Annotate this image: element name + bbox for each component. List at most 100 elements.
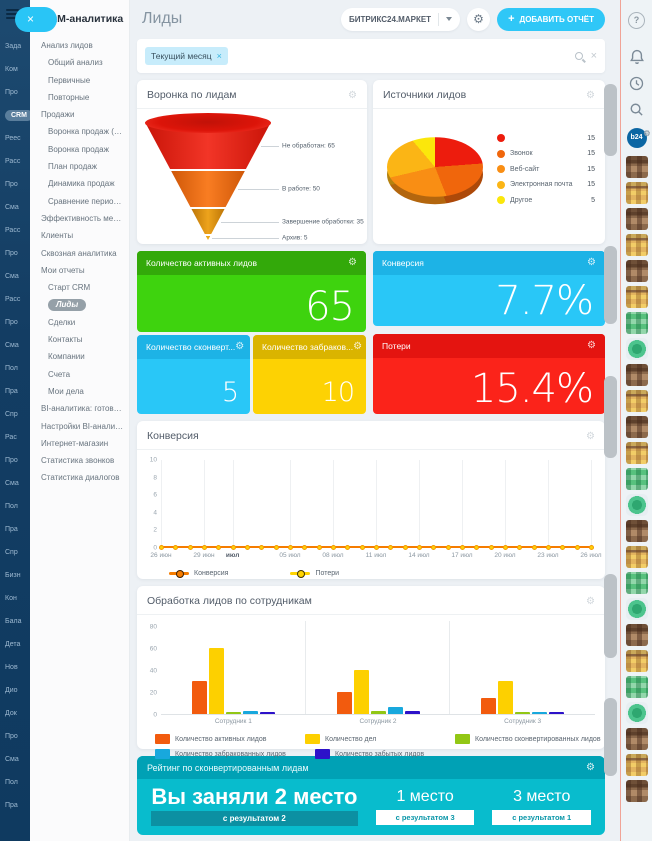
mini-rail-item[interactable]: Пол xyxy=(0,357,30,380)
user-avatar[interactable] xyxy=(625,234,648,256)
bar-Количество забракованных лидов[interactable] xyxy=(532,712,548,714)
user-avatar[interactable] xyxy=(625,520,648,542)
user-avatar[interactable] xyxy=(625,676,648,698)
search-icon[interactable] xyxy=(574,52,583,60)
mini-rail-item[interactable]: Бизн xyxy=(0,564,30,587)
line-legend-item[interactable]: Потери xyxy=(290,570,339,578)
user-avatar[interactable] xyxy=(625,208,648,230)
employees-chart-gear-icon[interactable]: ⚙ xyxy=(586,595,595,607)
sidebar-item-мои-отчеты[interactable]: Мои отчеты xyxy=(30,262,129,279)
user-avatar[interactable] xyxy=(625,260,648,282)
mini-rail-item[interactable]: Пра xyxy=(0,380,30,403)
mini-rail-item[interactable]: Про xyxy=(0,81,30,104)
bar-legend-item[interactable]: Количество забытых лидов xyxy=(315,749,475,759)
card-gear-icon[interactable]: ⚙ xyxy=(348,257,357,268)
bar-Количество дел[interactable] xyxy=(498,681,514,714)
line-legend-item[interactable]: Конверсия xyxy=(169,570,228,578)
mini-rail-item[interactable]: Бала xyxy=(0,610,30,633)
sidebar-item-интернет-магазин[interactable]: Интернет-магазин xyxy=(30,435,129,452)
clear-filter-icon[interactable]: × xyxy=(590,50,597,62)
sidebar-item-сквозная-аналитика[interactable]: Сквозная аналитика xyxy=(30,245,129,262)
user-avatar[interactable] xyxy=(625,494,648,516)
bar-Количество сконвертированных лидов[interactable] xyxy=(515,711,531,714)
sidebar-item-сравнение-периодов[interactable]: Сравнение периодов xyxy=(30,193,129,210)
sidebar-item-анализ-лидов[interactable]: Анализ лидов xyxy=(30,37,129,54)
bar-Количество активных лидов[interactable] xyxy=(336,692,352,714)
scrollbar-thumb[interactable] xyxy=(604,376,617,458)
mini-rail-item[interactable]: CRM xyxy=(0,104,30,127)
mini-rail-item[interactable]: Дета xyxy=(0,633,30,656)
sidebar-item-компании[interactable]: Компании xyxy=(30,348,129,365)
user-avatar[interactable] xyxy=(625,156,648,178)
user-avatar[interactable] xyxy=(625,312,648,334)
pie-settings-gear-icon[interactable]: ⚙ xyxy=(586,89,595,101)
user-avatar[interactable] xyxy=(625,572,648,594)
sidebar-item-динамика-продаж[interactable]: Динамика продаж xyxy=(30,175,129,192)
rating-gear-icon[interactable]: ⚙ xyxy=(586,762,595,773)
card-gear-icon[interactable]: ⚙ xyxy=(587,340,596,351)
user-avatar[interactable] xyxy=(625,754,648,776)
user-avatar[interactable] xyxy=(625,416,648,438)
mini-rail-item[interactable]: Реес xyxy=(0,127,30,150)
mini-rail-item[interactable]: Зада xyxy=(0,35,30,58)
remove-tag-icon[interactable]: × xyxy=(216,51,222,61)
menu-hamburger-icon[interactable] xyxy=(6,9,19,19)
mini-rail-item[interactable]: Сма xyxy=(0,748,30,771)
mini-rail-item[interactable]: Расс xyxy=(0,288,30,311)
scrollbar-thumb[interactable] xyxy=(604,574,617,658)
bar-Количество забытых лидов[interactable] xyxy=(259,711,275,714)
card-gear-icon[interactable]: ⚙ xyxy=(235,341,245,352)
mini-rail-item[interactable]: Спр xyxy=(0,541,30,564)
sidebar-item-контакты[interactable]: Контакты xyxy=(30,331,129,348)
sidebar-item-статистика-диалогов[interactable]: Статистика диалогов xyxy=(30,469,129,486)
user-avatar[interactable] xyxy=(625,182,648,204)
mini-rail-item[interactable]: Пол xyxy=(0,771,30,794)
settings-gear-button[interactable]: ⚙ xyxy=(467,7,491,31)
bar-legend-item[interactable]: Количество забракованных лидов xyxy=(155,749,315,759)
time-clock-icon[interactable] xyxy=(629,76,644,91)
bar-Количество активных лидов[interactable] xyxy=(191,681,207,714)
scrollbar[interactable] xyxy=(604,0,617,841)
user-avatar[interactable] xyxy=(625,286,648,308)
notifications-bell-icon[interactable] xyxy=(629,49,645,65)
search-icon[interactable] xyxy=(629,102,644,117)
sidebar-item-клиенты[interactable]: Клиенты xyxy=(30,227,129,244)
sidebar-item-продажи[interactable]: Продажи xyxy=(30,106,129,123)
mini-rail-item[interactable]: Сма xyxy=(0,334,30,357)
mini-rail-item[interactable]: Про xyxy=(0,173,30,196)
close-menu-button[interactable]: × xyxy=(15,7,57,32)
sidebar-item-план-продаж[interactable]: План продаж xyxy=(30,158,129,175)
bar-Количество дел[interactable] xyxy=(208,648,224,714)
card-gear-icon[interactable]: ⚙ xyxy=(587,257,596,268)
sidebar-item-сделки[interactable]: Сделки xyxy=(30,314,129,331)
bar-Количество забытых лидов[interactable] xyxy=(404,710,420,714)
mini-rail-item[interactable]: Про xyxy=(0,242,30,265)
sidebar-item-лиды[interactable]: Лиды xyxy=(30,296,129,313)
sidebar-item-старт-crm[interactable]: Старт CRM xyxy=(30,279,129,296)
funnel-settings-gear-icon[interactable]: ⚙ xyxy=(348,89,357,101)
bar-Количество забытых лидов[interactable] xyxy=(549,712,565,714)
user-avatar[interactable] xyxy=(625,728,648,750)
sidebar-item-воронка-продаж-кон-[interactable]: Воронка продаж (кон... xyxy=(30,123,129,140)
sidebar-item-настройки-bi-аналитики[interactable]: Настройки BI-аналитики xyxy=(30,418,129,435)
mini-rail-item[interactable]: Нов xyxy=(0,656,30,679)
filter-search-input[interactable]: Текущий месяц × × xyxy=(145,45,597,67)
bar-legend-item[interactable]: Количество активных лидов xyxy=(155,734,305,744)
user-avatar[interactable] xyxy=(625,650,648,672)
bar-Количество дел[interactable] xyxy=(353,670,369,714)
funnel-stage-4[interactable] xyxy=(205,236,211,240)
user-avatar[interactable] xyxy=(625,702,648,724)
bar-Количество сконвертированных лидов[interactable] xyxy=(370,710,386,714)
mini-rail-item[interactable]: Про xyxy=(0,449,30,472)
mini-rail-item[interactable]: Пол xyxy=(0,495,30,518)
user-avatar[interactable] xyxy=(625,624,648,646)
bar-Количество забракованных лидов[interactable] xyxy=(242,710,258,714)
mini-rail-item[interactable]: Расс xyxy=(0,150,30,173)
sidebar-item-счета[interactable]: Счета xyxy=(30,366,129,383)
bitrix24-badge-icon[interactable]: b24 xyxy=(626,124,650,148)
user-avatar[interactable] xyxy=(625,780,648,802)
conversion-chart-gear-icon[interactable]: ⚙ xyxy=(586,430,595,442)
bitrix24-market-button[interactable]: БИТРИКС24.МАРКЕТ xyxy=(341,7,461,31)
sidebar-item-мои-дела[interactable]: Мои дела xyxy=(30,383,129,400)
mini-rail-item[interactable]: Про xyxy=(0,311,30,334)
